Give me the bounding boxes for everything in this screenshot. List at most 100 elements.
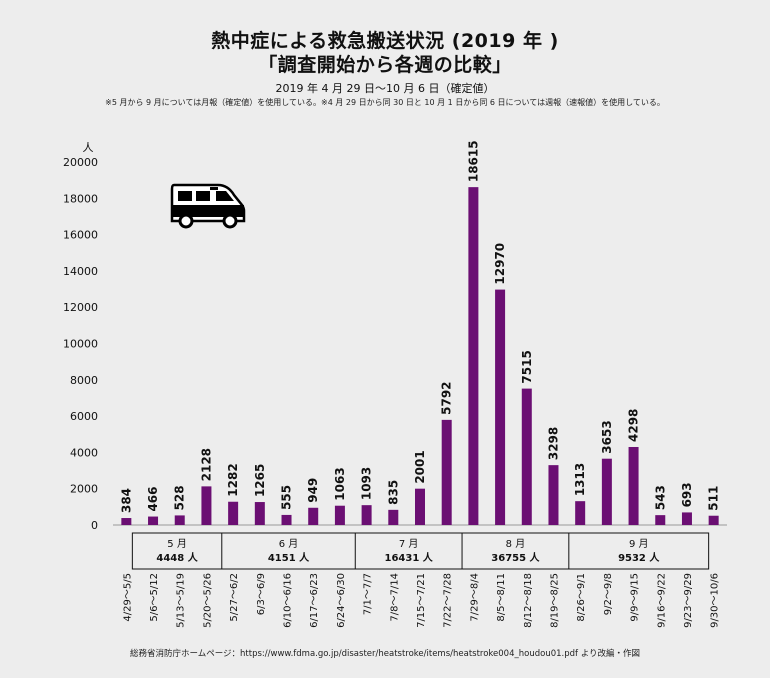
bar — [708, 515, 719, 525]
month-total: 4448 人 — [156, 551, 198, 564]
x-tick-label: 9/16〜9/22 — [656, 573, 667, 628]
bar — [415, 488, 425, 525]
bar-value-label: 1313 — [573, 463, 587, 496]
y-tick-label: 8000 — [70, 374, 98, 387]
bar-value-label: 511 — [707, 486, 721, 511]
x-tick-label: 7/15〜7/21 — [416, 573, 427, 628]
month-total: 4151 人 — [268, 551, 310, 564]
bar — [601, 458, 612, 525]
bar — [361, 505, 372, 525]
x-tick-label: 8/5〜8/11 — [496, 573, 507, 622]
bar-value-label: 835 — [386, 480, 400, 505]
bar — [495, 289, 506, 525]
bar — [308, 507, 319, 525]
x-tick-label: 6/24〜6/30 — [336, 573, 347, 628]
x-tick-label: 5/20〜5/26 — [202, 573, 213, 628]
bar — [121, 518, 132, 525]
bar — [628, 446, 639, 525]
chart-note: ※5 月から 9 月については月報（確定値）を使用している。※4 月 29 日か… — [105, 98, 665, 107]
y-tick-label: 10000 — [63, 338, 98, 351]
x-tick-label: 6/3〜6/9 — [256, 573, 267, 615]
chart-title-line1: 熱中症による救急搬送状況 (2019 年 ) — [211, 30, 559, 52]
y-tick-label: 6000 — [70, 410, 98, 423]
bar — [575, 501, 586, 525]
y-tick-label: 16000 — [63, 229, 98, 242]
y-tick-label: 0 — [91, 519, 98, 532]
bar — [174, 515, 185, 525]
bar — [201, 486, 212, 525]
bar-value-label: 949 — [306, 478, 320, 503]
x-tick-label: 8/12〜8/18 — [523, 573, 534, 628]
x-tick-label: 7/8〜7/14 — [389, 573, 400, 622]
y-tick-label: 18000 — [63, 192, 98, 205]
bar-value-label: 466 — [146, 486, 160, 511]
bar-value-label: 2128 — [199, 448, 213, 481]
x-tick-label: 8/19〜8/25 — [549, 573, 560, 628]
y-axis-unit-label: 人 — [83, 141, 94, 154]
bar — [254, 502, 265, 525]
value-labels-group: 384 466 528 2128 1282 1265 555 949 1063 1093 835 20… — [119, 140, 720, 513]
bar-value-label: 2001 — [413, 450, 427, 483]
y-tick-label: 2000 — [70, 483, 98, 496]
bars-group — [121, 187, 719, 525]
monthly-table-border — [131, 532, 710, 570]
bar-value-label: 5792 — [440, 381, 454, 414]
month-label: 7 月 — [399, 538, 419, 550]
x-tick-label: 7/1〜7/7 — [363, 573, 374, 615]
y-tick-label: 14000 — [63, 265, 98, 278]
bar-value-label: 4298 — [627, 409, 641, 442]
bar-value-label: 693 — [680, 482, 694, 507]
bar-value-label: 3653 — [600, 420, 614, 453]
bar-value-label: 12970 — [493, 243, 507, 285]
bar-value-label: 7515 — [520, 350, 534, 383]
y-tick-label: 20000 — [63, 156, 98, 169]
bar-value-label: 1093 — [360, 467, 374, 500]
month-total: 9532 人 — [618, 551, 660, 564]
bar — [148, 516, 159, 525]
bar — [388, 509, 399, 525]
bar-value-label: 3298 — [546, 427, 560, 460]
bar — [468, 187, 479, 525]
bar — [655, 515, 666, 525]
x-tick-label: 9/30〜10/6 — [710, 573, 721, 628]
x-tick-label: 6/10〜6/16 — [283, 573, 294, 628]
x-tick-label: 5/27〜6/2 — [229, 573, 240, 622]
month-label: 5 月 — [167, 538, 187, 550]
x-tick-label: 6/17〜6/23 — [309, 573, 320, 628]
month-total: 36755 人 — [491, 551, 540, 564]
bar — [334, 505, 345, 525]
y-tick-label: 4000 — [70, 446, 98, 459]
bar-value-label: 528 — [173, 485, 187, 510]
y-axis-ticks: 0 2000 4000 6000 8000 10000 12000 14000 16000 180… — [63, 156, 98, 532]
bar-value-label: 1282 — [226, 463, 240, 496]
x-tick-label: 9/9〜9/15 — [630, 573, 641, 622]
x-tick-label: 4/29〜5/5 — [122, 573, 133, 622]
bar-value-label: 543 — [653, 485, 667, 510]
x-tick-label: 7/29〜8/4 — [469, 573, 480, 622]
x-tick-label: 9/2〜9/8 — [603, 573, 614, 615]
bar-value-label: 384 — [119, 488, 133, 513]
source-credit: 総務省消防庁ホームページ：https://www.fdma.go.jp/disa… — [129, 649, 641, 659]
month-label: 8 月 — [506, 538, 526, 550]
bar-value-label: 18615 — [466, 140, 480, 182]
chart-period: 2019 年 4 月 29 日〜10 月 6 日（確定値） — [275, 82, 495, 95]
bar — [228, 501, 239, 525]
bar-value-label: 1063 — [333, 467, 347, 500]
bar — [548, 465, 559, 525]
x-tick-label: 5/6〜5/12 — [149, 573, 160, 622]
chart-title-line2: 「調査開始から各週の比較」 — [258, 54, 512, 76]
x-tick-label: 5/13〜5/19 — [176, 573, 187, 628]
x-axis-labels-group: 4/29〜5/5 5/6〜5/12 5/13〜5/19 5/20〜5/26 5/27〜6… — [122, 573, 720, 628]
bar-value-label: 1265 — [253, 464, 267, 497]
bar-value-label: 555 — [280, 485, 294, 510]
month-label: 9 月 — [629, 538, 649, 550]
x-tick-label: 7/22〜7/28 — [443, 573, 454, 628]
bar — [441, 419, 452, 525]
ambulance-icon — [170, 183, 246, 229]
bar — [521, 388, 532, 525]
bar — [281, 514, 292, 525]
month-total: 16431 人 — [385, 551, 434, 564]
y-tick-label: 12000 — [63, 301, 98, 314]
